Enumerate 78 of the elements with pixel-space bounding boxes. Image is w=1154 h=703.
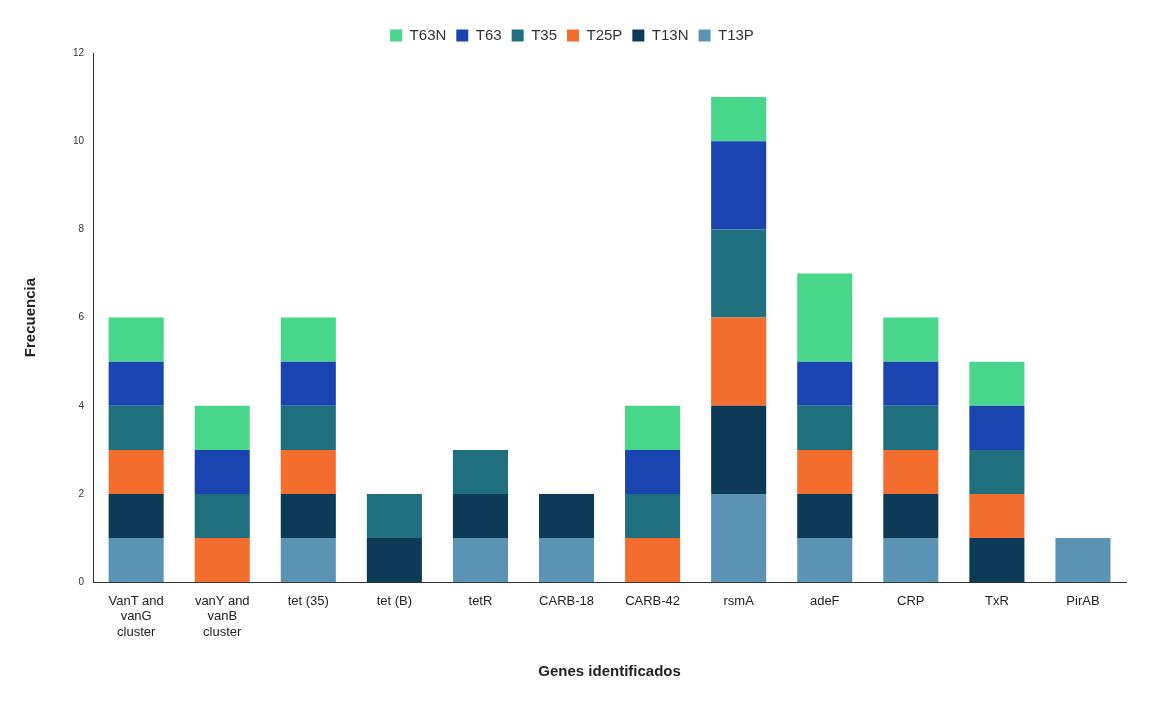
bar — [969, 538, 1025, 583]
bar — [108, 317, 164, 362]
bar — [625, 538, 681, 583]
bar — [280, 538, 336, 583]
bar — [280, 405, 336, 450]
y-axis-title: Frecuencia — [21, 277, 39, 358]
bar — [797, 405, 853, 450]
x-tick-label: tet (35) — [287, 592, 329, 608]
bar — [711, 405, 767, 494]
y-tick-label: 0 — [78, 575, 85, 587]
bar — [108, 405, 164, 450]
bar — [625, 494, 681, 539]
bar — [366, 494, 422, 539]
x-tick-label: CRP — [897, 592, 925, 608]
x-tick-label: PirAB — [1066, 592, 1100, 608]
bar — [452, 538, 508, 583]
x-tick-label: vanY and vanB cluster — [194, 592, 250, 639]
bar — [883, 317, 939, 362]
bar — [883, 538, 939, 583]
bar — [194, 449, 250, 494]
x-tick-label: adeF — [809, 592, 840, 608]
bar — [711, 494, 767, 583]
x-axis-title: Genes identificados — [538, 662, 681, 680]
bar — [194, 538, 250, 583]
y-tick-label: 2 — [78, 487, 85, 499]
bar — [194, 494, 250, 539]
y-tick-label: 8 — [78, 223, 85, 235]
bar — [625, 449, 681, 494]
bar — [969, 449, 1025, 494]
bar — [711, 97, 767, 142]
bar — [194, 405, 250, 450]
bar — [883, 449, 939, 494]
bar — [883, 405, 939, 450]
x-tick-label: CARB-18 — [539, 592, 594, 608]
bar — [797, 361, 853, 406]
bar — [797, 538, 853, 583]
y-tick-label: 12 — [73, 46, 85, 58]
bar — [711, 141, 767, 230]
bar — [797, 449, 853, 494]
bar — [280, 449, 336, 494]
bar — [969, 405, 1025, 450]
bar — [108, 494, 164, 539]
bar — [538, 538, 595, 583]
bar — [280, 317, 336, 362]
bar — [452, 449, 508, 494]
y-tick-label: 6 — [78, 311, 85, 323]
bar — [625, 405, 681, 450]
x-tick-label: tet (B) — [376, 592, 413, 608]
y-tick-label: 10 — [73, 134, 85, 146]
x-tick-label: TxR — [984, 592, 1009, 608]
bar — [452, 494, 508, 539]
x-tick-label: CARB-42 — [625, 592, 681, 608]
bar — [108, 538, 164, 583]
bar — [280, 494, 336, 539]
bar — [366, 538, 422, 583]
legend-label: T35 — [531, 25, 558, 43]
x-tick-label: VanT and vanG cluster — [108, 592, 164, 639]
bar — [711, 229, 767, 318]
bar — [108, 449, 164, 494]
legend-label: T63 — [475, 25, 502, 43]
legend-label: T13N — [651, 25, 689, 43]
bar — [883, 494, 939, 539]
x-tick-label: rsmA — [723, 592, 755, 608]
bar — [280, 361, 336, 406]
bar — [1055, 538, 1111, 583]
x-tick-label: tetR — [468, 592, 493, 608]
bar — [711, 317, 767, 406]
bar — [797, 273, 853, 362]
legend-label: T63N — [409, 25, 447, 43]
bar — [969, 361, 1025, 406]
bar — [538, 494, 595, 539]
bar — [969, 494, 1025, 539]
bar — [797, 494, 853, 539]
bar — [108, 361, 164, 406]
y-tick-label: 4 — [78, 399, 85, 411]
bar — [883, 361, 939, 406]
legend-label: T13P — [718, 25, 754, 43]
legend-label: T25P — [586, 25, 623, 43]
